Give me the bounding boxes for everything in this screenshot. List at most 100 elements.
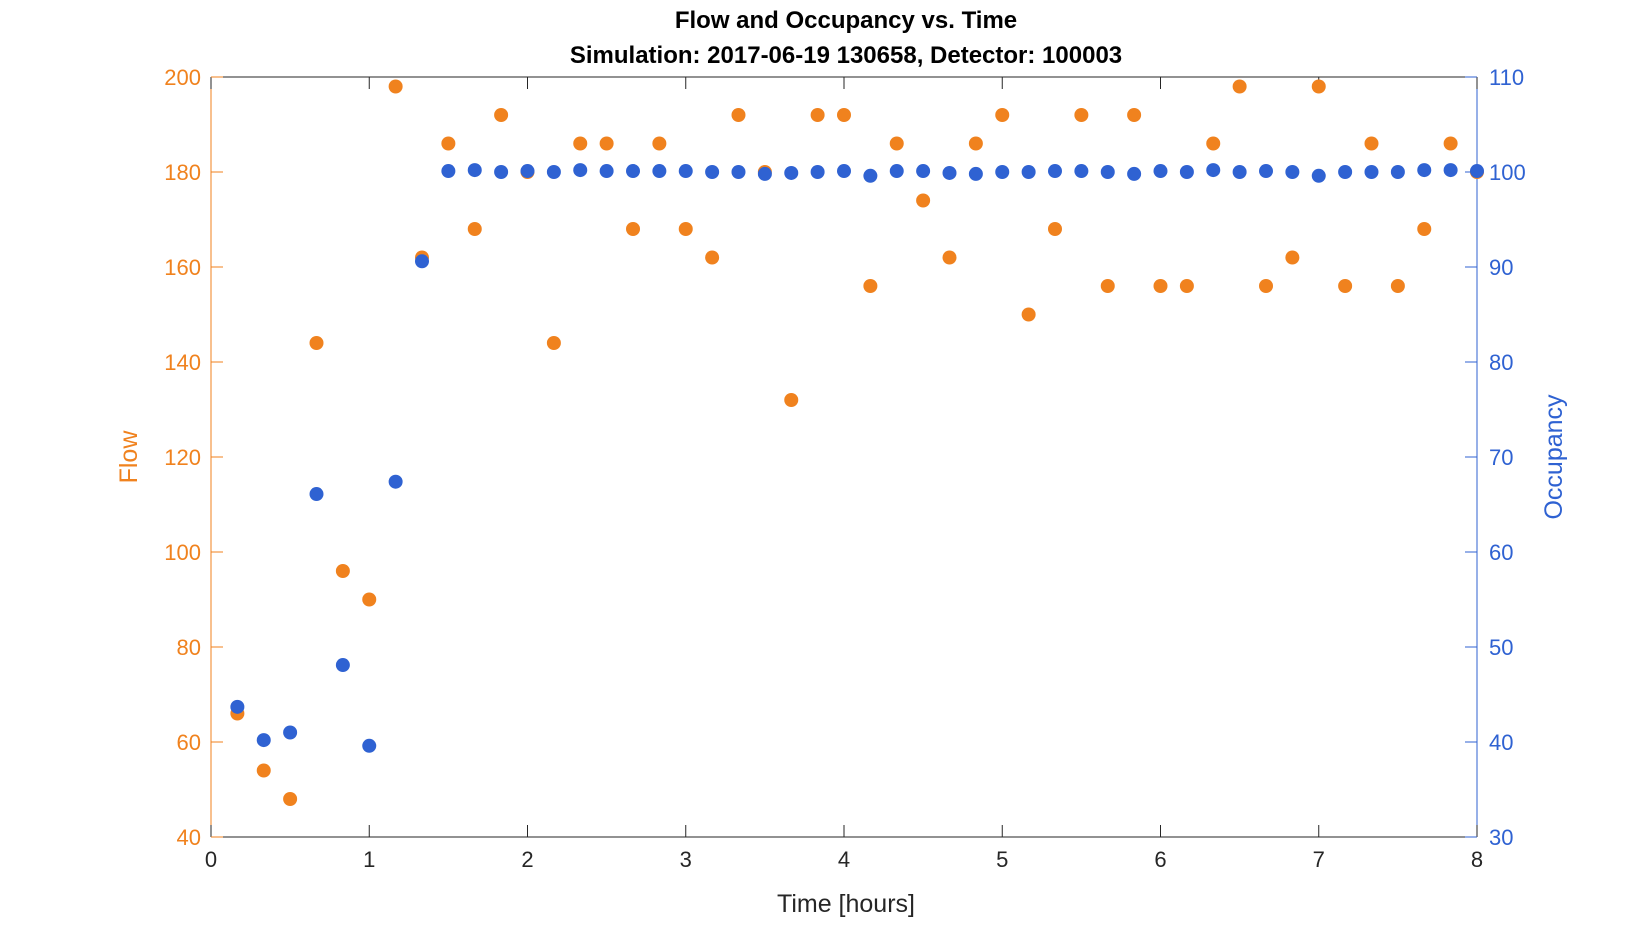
y-axis-left-label: Flow (115, 430, 143, 484)
occupancy-point (995, 165, 1010, 179)
flow-point (968, 136, 983, 151)
occupancy-point (1417, 163, 1432, 178)
y-right-tick-label: 30 (1489, 825, 1513, 850)
occupancy-point (1364, 165, 1379, 179)
occupancy-point (1390, 165, 1405, 179)
flow-point (784, 393, 799, 407)
flow-point (1338, 279, 1353, 293)
x-axis: 0 1 2 3 4 5 6 7 8 (205, 77, 1483, 872)
flow-point (1153, 279, 1168, 293)
flow-point (995, 108, 1010, 122)
x-axis-label: Time [hours] (777, 890, 915, 918)
occupancy-point (441, 164, 456, 179)
y-right-tick-label: 110 (1489, 65, 1524, 90)
y-right-tick-label: 40 (1489, 730, 1513, 755)
occupancy-point (494, 165, 509, 179)
y-left-tick-label: 160 (164, 255, 201, 280)
occupancy-point (1470, 164, 1484, 179)
y-left-tick-label: 60 (177, 730, 201, 755)
flow-point (1179, 279, 1194, 293)
x-tick-label: 8 (1471, 847, 1483, 872)
flow-point (309, 336, 324, 350)
flow-point (283, 792, 298, 806)
occupancy-point (546, 165, 561, 179)
flow-point (1206, 136, 1221, 151)
flow-point (1259, 279, 1274, 293)
flow-point (705, 250, 720, 265)
y-axis-left: 40 60 80 100 120 140 160 180 200 (164, 65, 223, 850)
flow-point (1021, 307, 1036, 322)
y-left-tick-label: 40 (177, 825, 201, 850)
y-right-tick-label: 60 (1489, 540, 1513, 565)
occupancy-point (1311, 168, 1326, 183)
occupancy-point (599, 164, 614, 179)
plot-area (210, 76, 1478, 838)
occupancy-point (520, 164, 535, 179)
occupancy-point (467, 163, 482, 178)
x-tick-label: 5 (996, 847, 1008, 872)
flow-point (863, 279, 878, 293)
flow-point (626, 222, 641, 236)
occupancy-point (1443, 163, 1458, 178)
flow-point (889, 136, 904, 151)
flow-point (678, 222, 693, 236)
occupancy-point (942, 165, 957, 180)
flow-point (546, 336, 561, 350)
x-tick-label: 3 (680, 847, 692, 872)
y-right-tick-label: 100 (1489, 160, 1526, 185)
occupancy-point (283, 725, 298, 740)
flow-point (916, 193, 931, 208)
x-tick-label: 4 (838, 847, 850, 872)
flow-point (494, 108, 509, 122)
flow-point (335, 564, 350, 578)
flow-point (362, 592, 377, 607)
occupancy-point (388, 474, 403, 489)
data-points (230, 79, 1484, 806)
flow-point (810, 108, 825, 122)
flow-point (1443, 136, 1458, 151)
occupancy-point (1074, 164, 1089, 179)
x-tick-label: 1 (363, 847, 375, 872)
occupancy-point (256, 733, 271, 748)
occupancy-point (678, 164, 693, 179)
occupancy-point (1100, 165, 1115, 179)
chart-subtitle: Simulation: 2017-06-19 130658, Detector:… (570, 42, 1122, 69)
flow-point (1127, 108, 1142, 122)
occupancy-point (362, 738, 377, 753)
x-tick-label: 7 (1313, 847, 1325, 872)
occupancy-point (784, 165, 799, 180)
occupancy-point (573, 163, 588, 178)
flow-point (1417, 222, 1432, 236)
flow-point (467, 222, 482, 236)
y-left-tick-label: 180 (164, 160, 201, 185)
occupancy-point (1285, 165, 1300, 179)
occupancy-point (968, 166, 983, 181)
occupancy-point (230, 699, 245, 714)
occupancy-point (916, 164, 931, 179)
occupancy-point (837, 164, 851, 179)
occupancy-point (889, 164, 904, 179)
flow-point (731, 108, 746, 122)
occupancy-point (1206, 163, 1221, 178)
y-left-tick-label: 140 (164, 350, 201, 375)
flow-point (1074, 108, 1089, 122)
y-left-tick-label: 200 (164, 65, 201, 90)
flow-point (942, 250, 957, 265)
flow-point (573, 136, 588, 151)
flow-point (256, 763, 271, 778)
y-right-tick-label: 90 (1489, 255, 1513, 280)
occupancy-point (863, 168, 878, 183)
flow-point (1364, 136, 1379, 151)
occupancy-point (1179, 165, 1194, 179)
occupancy-point (757, 166, 772, 181)
occupancy-point (335, 658, 350, 673)
occupancy-point (705, 165, 720, 179)
y-axis-right: 30 40 50 60 70 80 90 100 110 (1465, 65, 1526, 850)
flow-point (837, 108, 851, 122)
y-right-tick-label: 80 (1489, 350, 1513, 375)
x-tick-label: 6 (1154, 847, 1166, 872)
flow-point (388, 79, 403, 94)
flow-point (1390, 279, 1405, 293)
occupancy-point (414, 254, 429, 269)
